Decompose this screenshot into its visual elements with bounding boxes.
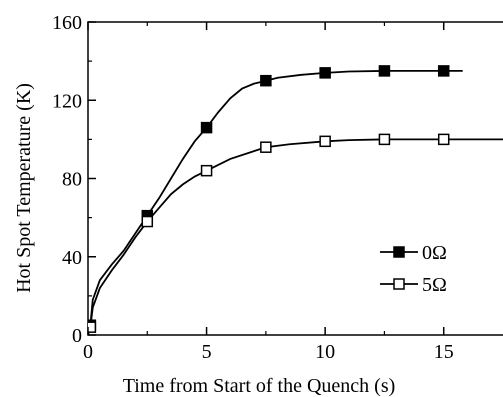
data-point-0 <box>260 74 272 87</box>
series-group <box>88 65 503 336</box>
data-point-1 <box>319 135 331 148</box>
y-tick-label: 160 <box>52 12 82 34</box>
data-point-0 <box>378 65 391 77</box>
legend-marker <box>393 246 405 258</box>
x-axis-title: Time from Start of the Quench (s) <box>123 375 396 397</box>
y-tick-label: 120 <box>52 90 82 112</box>
data-point-0 <box>200 121 213 134</box>
x-tick-label: 15 <box>434 341 454 363</box>
y-tick-label: 40 <box>62 247 82 269</box>
x-tick-label: 10 <box>315 341 335 363</box>
x-tick-label: 5 <box>202 341 212 363</box>
y-tick-label: 80 <box>62 169 82 191</box>
legend-label: 5Ω <box>422 274 447 296</box>
data-point-1 <box>437 133 450 146</box>
data-point-1 <box>378 133 391 146</box>
series-line-1 <box>88 138 503 336</box>
data-point-1 <box>200 164 213 177</box>
y-tick-label: 0 <box>72 325 82 347</box>
legend-label: 0Ω <box>422 242 447 264</box>
data-point-1 <box>88 321 97 333</box>
data-point-0 <box>319 67 331 79</box>
y-axis-title: Hot Spot Temperature (K) <box>13 83 35 293</box>
series-line-0 <box>88 70 463 336</box>
legend-marker <box>393 278 405 290</box>
x-tick-label: 0 <box>83 341 93 363</box>
data-point-1 <box>260 141 272 153</box>
data-point-0 <box>437 65 450 77</box>
data-point-1 <box>141 215 154 228</box>
